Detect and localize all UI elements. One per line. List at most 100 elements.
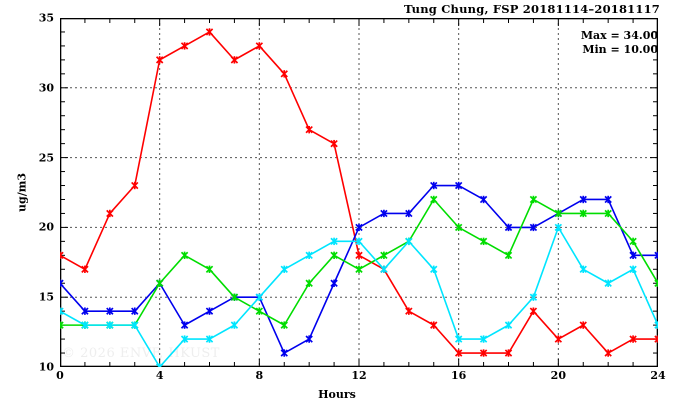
data-point: [330, 139, 338, 148]
marker-stroke: [654, 279, 658, 285]
data-point: [180, 251, 189, 260]
data-point: [205, 307, 214, 315]
plot-area: [60, 18, 658, 367]
data-point: [280, 349, 288, 357]
data-point: [629, 237, 637, 246]
data-point: [355, 223, 363, 232]
y-tick-label: 30: [38, 81, 54, 95]
y-tick-label: 35: [38, 11, 54, 25]
data-point: [180, 335, 189, 343]
data-point: [60, 321, 64, 329]
x-tick-label: 12: [351, 369, 367, 382]
data-point: [230, 321, 239, 329]
data-point: [355, 237, 363, 246]
x-tick-label: 0: [56, 369, 64, 382]
x-tick-label: 16: [451, 369, 467, 382]
data-point: [629, 265, 637, 273]
data-point: [405, 307, 413, 315]
data-point: [604, 279, 612, 287]
data-point: [280, 321, 288, 329]
data-point: [230, 56, 239, 64]
data-point: [205, 335, 214, 343]
data-point: [554, 335, 563, 343]
data-point: [654, 279, 658, 287]
marker-stroke: [60, 251, 64, 257]
marker-stroke: [654, 321, 658, 327]
x-tick-label: 20: [550, 369, 566, 382]
data-point: [579, 265, 587, 273]
marker-stroke: [60, 321, 64, 327]
data-point: [479, 349, 488, 357]
y-tick-label: 25: [38, 151, 54, 165]
data-point: [81, 321, 89, 329]
data-point: [205, 265, 214, 273]
marker-stroke: [654, 251, 658, 257]
data-point: [81, 265, 89, 273]
marker-stroke: [158, 363, 164, 367]
y-tick-label: 20: [38, 220, 54, 234]
data-point: [579, 195, 587, 204]
data-point: [579, 321, 587, 329]
data-point: [454, 223, 463, 232]
y-tick-label: 15: [38, 290, 54, 304]
data-point: [330, 279, 338, 287]
data-point: [430, 321, 438, 329]
data-point: [454, 335, 463, 343]
data-point: [355, 251, 363, 260]
data-point: [205, 28, 214, 36]
data-point: [330, 237, 338, 246]
marker-stroke: [60, 309, 64, 315]
data-point: [305, 251, 313, 260]
data-point: [81, 307, 89, 315]
data-point: [180, 321, 189, 329]
data-point: [629, 335, 637, 343]
data-point: [180, 42, 189, 50]
data-point: [155, 56, 164, 64]
marker-stroke: [654, 254, 658, 260]
data-point: [504, 223, 513, 232]
marker-stroke: [60, 279, 64, 285]
data-point: [479, 237, 488, 246]
data-point: [454, 181, 463, 190]
series-cyan-series: [60, 223, 658, 367]
data-point: [155, 279, 164, 287]
data-point: [654, 335, 658, 343]
data-point: [106, 209, 114, 218]
data-point: [604, 209, 612, 218]
data-point: [305, 335, 313, 343]
data-point: [554, 223, 563, 232]
data-point: [454, 349, 463, 357]
data-point: [255, 293, 264, 301]
data-point: [106, 321, 114, 329]
data-point: [430, 265, 438, 273]
data-point: [60, 307, 64, 315]
data-point: [529, 307, 538, 315]
data-point: [131, 307, 139, 315]
data-point: [60, 251, 64, 260]
data-point: [330, 251, 338, 260]
data-point: [430, 195, 438, 204]
watermark: © 2026 ENVF, HKUST: [62, 346, 220, 361]
data-point: [529, 223, 538, 232]
data-point: [529, 293, 538, 301]
marker-stroke: [60, 254, 64, 260]
marker-stroke: [60, 282, 64, 287]
data-point: [131, 181, 139, 190]
y-tick-label: 10: [38, 360, 54, 374]
data-point: [60, 279, 64, 287]
data-point: [255, 307, 264, 315]
data-point: [479, 195, 488, 204]
data-point: [106, 307, 114, 315]
data-point: [280, 70, 288, 78]
data-point: [504, 251, 513, 260]
plot-frame: [60, 18, 658, 367]
data-point: [255, 42, 264, 50]
chart-title: Tung Chung, FSP 20181114–20181117: [403, 2, 660, 16]
data-point: [405, 209, 413, 218]
data-point: [280, 265, 288, 273]
data-point: [131, 321, 139, 329]
data-point: [430, 181, 438, 190]
x-tick-label: 24: [650, 369, 666, 382]
data-point: [305, 279, 313, 287]
chart-canvas: [60, 18, 658, 367]
